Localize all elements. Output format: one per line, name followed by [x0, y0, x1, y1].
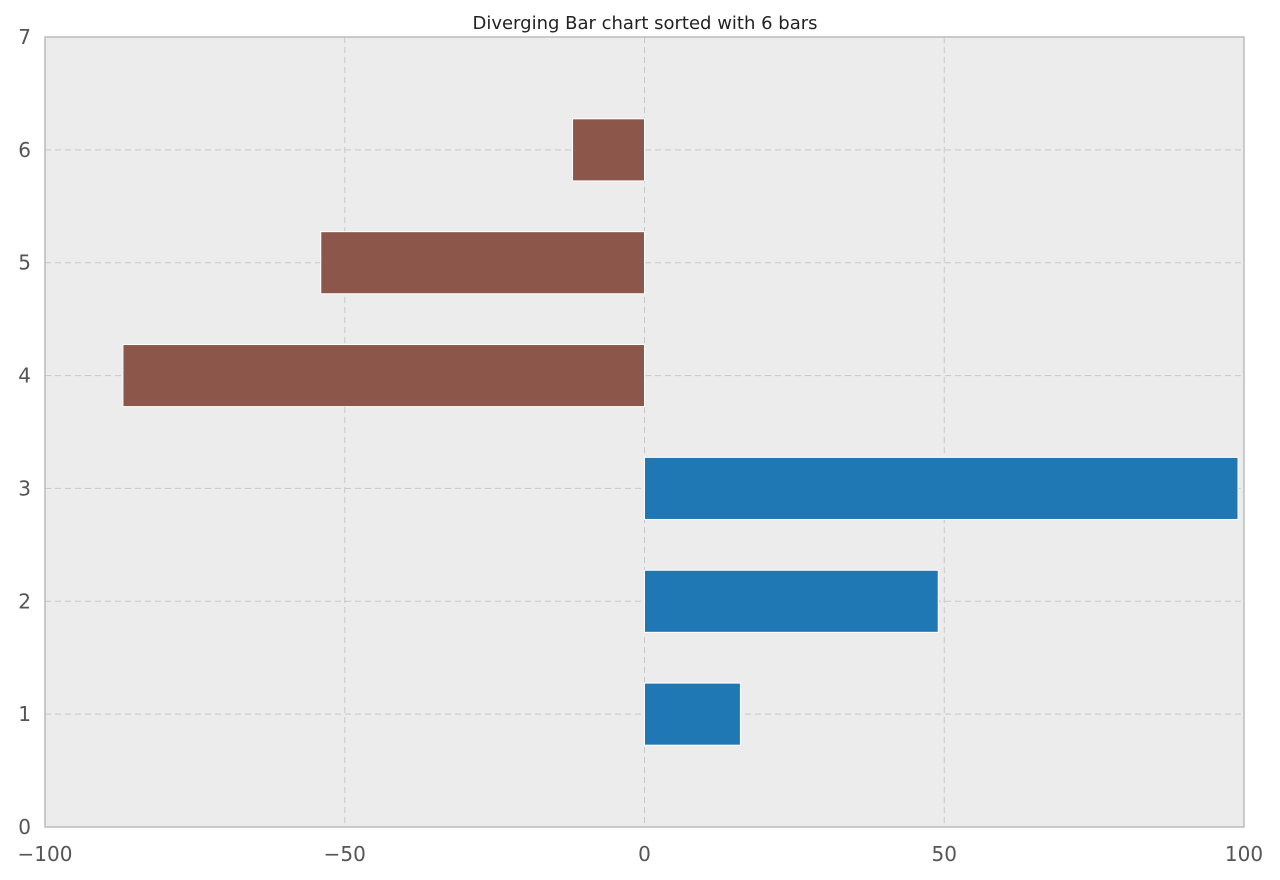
bar-2 — [644, 569, 939, 633]
y-tick-label: 2 — [18, 589, 31, 613]
bar-1 — [644, 682, 741, 746]
y-tick-label: 5 — [18, 251, 31, 275]
y-tick-label: 1 — [18, 702, 31, 726]
y-tick-label: 7 — [18, 25, 31, 49]
x-tick-label: 100 — [1225, 842, 1263, 866]
plot-frame — [44, 36, 1245, 828]
x-tick-label: 0 — [638, 842, 651, 866]
y-tick-label: 4 — [18, 364, 31, 388]
y-tick-label: 0 — [18, 815, 31, 839]
bar-6 — [572, 118, 645, 182]
chart-title: Diverging Bar chart sorted with 6 bars — [472, 13, 817, 34]
x-tick-label: −50 — [324, 842, 366, 866]
bar-4 — [122, 344, 645, 408]
y-tick-label: 6 — [18, 138, 31, 162]
bar-5 — [320, 231, 645, 295]
bar-3 — [644, 456, 1239, 520]
x-tick-label: −100 — [18, 842, 73, 866]
y-tick-label: 3 — [18, 476, 31, 500]
x-tick-label: 50 — [932, 842, 957, 866]
